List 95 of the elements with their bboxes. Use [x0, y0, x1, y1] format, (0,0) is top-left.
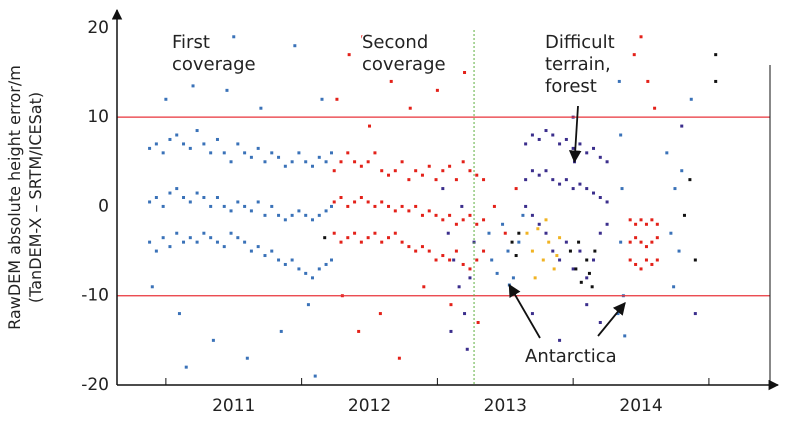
point	[568, 250, 572, 253]
point	[446, 232, 450, 235]
point	[552, 267, 556, 270]
point	[463, 312, 466, 316]
point	[578, 142, 582, 146]
point	[598, 232, 602, 235]
annotation: Antarctica	[525, 346, 617, 367]
point	[460, 204, 464, 208]
point	[592, 146, 596, 150]
point	[555, 254, 558, 258]
point	[578, 250, 582, 253]
point	[572, 267, 575, 270]
point	[558, 142, 562, 146]
point	[585, 303, 588, 306]
point	[572, 146, 575, 150]
point	[592, 192, 596, 195]
point	[530, 312, 534, 316]
point	[542, 258, 545, 262]
point	[514, 254, 518, 258]
point	[510, 240, 514, 244]
point	[585, 258, 588, 262]
point	[588, 272, 591, 275]
point	[524, 204, 528, 208]
point	[564, 240, 568, 244]
point	[680, 124, 684, 128]
point	[538, 222, 541, 226]
point	[558, 182, 562, 186]
point	[572, 187, 575, 190]
point	[530, 169, 534, 172]
point	[714, 80, 718, 83]
point	[544, 169, 548, 172]
point	[551, 134, 554, 136]
point	[585, 276, 588, 280]
y-tick-label: -20	[81, 375, 109, 395]
annotation: First coverage	[172, 32, 256, 75]
point	[606, 160, 609, 164]
point	[688, 178, 692, 182]
y-tick-label: 20	[87, 18, 109, 38]
point	[585, 187, 588, 190]
point	[558, 338, 562, 342]
point	[323, 236, 326, 240]
annotation: Difficult terrain, forest	[545, 32, 615, 97]
point	[606, 200, 609, 204]
point	[544, 218, 548, 222]
point	[517, 232, 520, 235]
point	[598, 156, 602, 159]
point	[694, 258, 697, 262]
point	[536, 227, 540, 230]
point	[458, 285, 461, 288]
point	[577, 240, 580, 244]
point	[551, 250, 554, 253]
point	[441, 187, 444, 190]
point	[585, 151, 588, 154]
point	[580, 280, 583, 284]
y-tick-label: -10	[81, 286, 109, 306]
point	[694, 312, 697, 316]
point	[525, 232, 528, 235]
annotation: Second coverage	[362, 32, 446, 75]
point	[558, 236, 562, 240]
y-tick-label: 0	[98, 196, 109, 216]
point	[524, 178, 528, 182]
point	[530, 214, 534, 217]
point	[564, 178, 568, 182]
point	[564, 138, 568, 141]
point	[524, 142, 528, 146]
point	[598, 196, 602, 199]
point	[592, 258, 596, 262]
y-axis-title: RawDEM absolute height error/m (TanDEM-X – SRTM/ICESat)	[5, 65, 45, 330]
point	[449, 330, 452, 333]
point	[466, 348, 469, 351]
point	[598, 321, 602, 324]
point	[593, 250, 596, 253]
point	[714, 53, 718, 56]
x-tick-label: 2014	[619, 396, 663, 416]
point	[452, 258, 456, 262]
point	[574, 267, 578, 270]
point	[590, 285, 594, 288]
x-tick-label: 2011	[212, 396, 256, 416]
x-tick-label: 2013	[484, 396, 527, 416]
point	[558, 258, 562, 262]
point	[547, 240, 550, 244]
y-tick-label: 10	[87, 107, 109, 128]
point	[538, 174, 541, 177]
x-tick-label: 2012	[348, 396, 392, 416]
point	[534, 276, 537, 280]
point	[544, 129, 548, 132]
point	[530, 134, 534, 136]
point	[578, 182, 582, 186]
point	[530, 250, 534, 253]
point	[538, 138, 541, 141]
point	[606, 222, 609, 226]
point	[544, 232, 548, 235]
point	[682, 214, 686, 217]
point	[551, 178, 554, 182]
point	[468, 276, 472, 280]
